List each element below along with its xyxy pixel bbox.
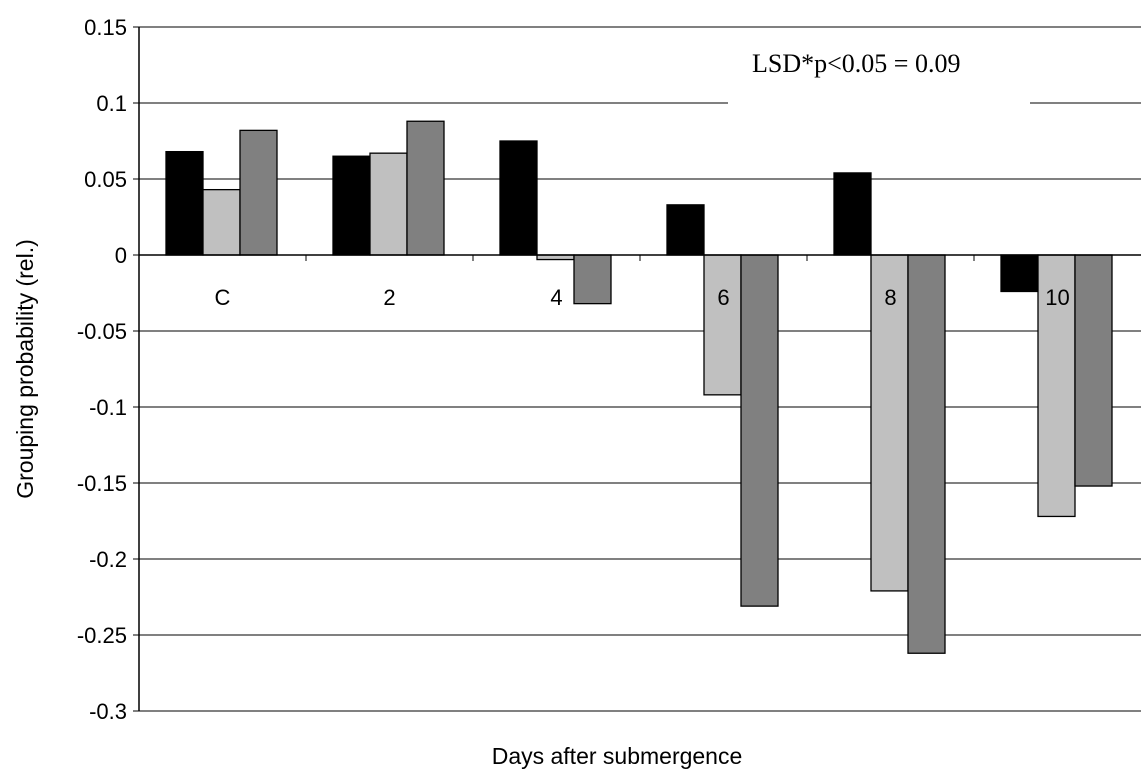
bar-series-1-6 [666,204,705,256]
bar-series-3-4 [573,254,612,305]
y-tick-label: -0.05 [77,319,127,344]
bar-series-3-10 [1074,254,1113,487]
bar-series-1-8 [833,172,872,256]
y-tick-label: 0.15 [84,15,127,40]
x-axis-ticks [305,255,975,261]
bars [165,120,1113,654]
x-tick-label: 8 [884,285,896,310]
y-tick-label: 0 [115,243,127,268]
bar-series-1-10 [1000,254,1039,293]
y-tick-label: -0.2 [89,547,127,572]
y-tick-label: -0.3 [89,699,127,724]
lsd-annotation: LSD*p<0.05 = 0.09 [752,49,960,78]
x-axis-title: Days after submergence [492,743,743,769]
bar-series-1-2 [332,155,371,256]
bar-series-3-6 [740,254,779,607]
bar-series-3-8 [907,254,946,654]
bar-series-3-2 [406,120,445,256]
bar-series-2-2 [369,152,408,256]
bar-series-2-8 [870,254,909,592]
y-tick-label: 0.1 [96,91,127,116]
y-tick-label: -0.15 [77,471,127,496]
bar-series-2-10 [1037,254,1076,518]
bar-series-1-C [165,150,204,256]
y-axis-tick-labels: 0.15 0.1 0.05 0 -0.05 -0.1 -0.15 -0.2 -0.25 -0.3 [77,15,139,724]
x-axis-tick-labels: C 2 4 6 8 10 [215,285,1070,310]
bar-series-2-C [202,188,241,256]
bar-series-3-C [239,129,278,256]
y-axis-title: Grouping probability (rel.) [12,239,38,499]
bar-series-1-4 [499,140,538,256]
x-tick-label: 6 [717,285,729,310]
bar-series-2-6 [703,254,742,396]
y-tick-label: 0.05 [84,167,127,192]
y-tick-label: -0.1 [89,395,127,420]
x-tick-label: 4 [550,285,562,310]
gridlines [139,26,1141,712]
x-tick-label: C [215,285,231,310]
x-tick-label: 10 [1045,285,1069,310]
x-tick-label: 2 [383,285,395,310]
y-tick-label: -0.25 [77,623,127,648]
